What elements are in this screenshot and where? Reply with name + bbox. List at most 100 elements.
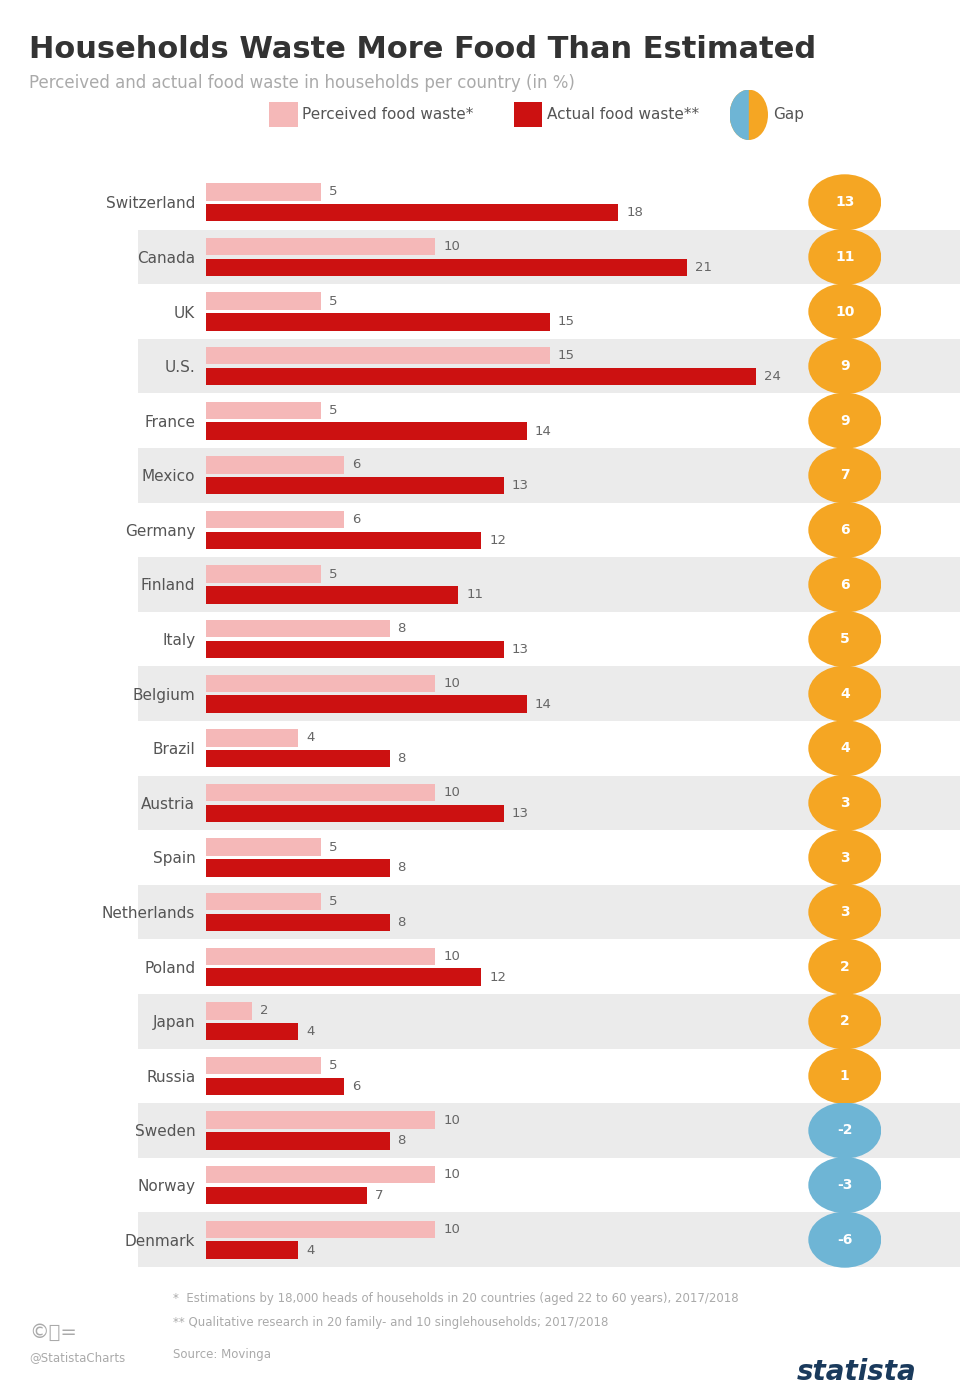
Bar	[206, 948, 435, 965]
Bar	[206, 1133, 390, 1149]
Text: -6: -6	[837, 1232, 852, 1246]
FancyBboxPatch shape	[137, 994, 960, 1049]
Text: 10: 10	[444, 949, 460, 963]
Text: 24: 24	[764, 370, 780, 384]
Text: 7: 7	[840, 469, 850, 483]
FancyBboxPatch shape	[137, 448, 960, 503]
Ellipse shape	[730, 90, 768, 140]
Text: 5: 5	[840, 633, 850, 647]
Bar	[206, 675, 435, 692]
Bar	[206, 238, 435, 255]
Bar	[206, 696, 527, 713]
Text: 4: 4	[306, 731, 314, 745]
Bar	[206, 566, 321, 582]
Text: ©ⓘ=: ©ⓘ=	[29, 1323, 77, 1343]
Bar	[206, 784, 435, 801]
Bar	[206, 839, 321, 855]
Text: 4: 4	[840, 687, 850, 701]
Text: 9: 9	[840, 414, 850, 428]
FancyBboxPatch shape	[137, 557, 960, 612]
Text: 12: 12	[489, 970, 506, 984]
Text: 21: 21	[695, 260, 712, 274]
Text: 6: 6	[840, 524, 850, 538]
Text: 13: 13	[512, 479, 529, 493]
Bar	[206, 532, 481, 549]
Text: 9: 9	[840, 358, 850, 372]
Bar	[206, 204, 618, 221]
Bar	[206, 1057, 321, 1074]
Text: 5: 5	[329, 403, 337, 417]
Text: 13: 13	[835, 196, 854, 210]
Text: 10: 10	[444, 1222, 460, 1236]
Bar	[206, 1112, 435, 1128]
Ellipse shape	[808, 337, 881, 395]
FancyBboxPatch shape	[137, 339, 960, 393]
Bar	[206, 314, 550, 330]
Bar	[206, 1166, 435, 1183]
FancyBboxPatch shape	[137, 503, 960, 557]
Text: 8: 8	[397, 1134, 406, 1148]
Text: 1: 1	[840, 1070, 850, 1084]
FancyBboxPatch shape	[137, 776, 960, 830]
Bar	[206, 729, 298, 746]
Bar	[206, 969, 481, 986]
Bar	[206, 805, 504, 822]
Bar	[206, 368, 756, 385]
Ellipse shape	[808, 885, 881, 941]
Text: 4: 4	[306, 1025, 314, 1039]
Bar	[206, 860, 390, 876]
Bar	[206, 587, 458, 603]
Text: 8: 8	[397, 916, 406, 930]
Bar	[206, 402, 321, 419]
Text: 5: 5	[329, 294, 337, 308]
Text: 5: 5	[329, 840, 337, 854]
Text: 15: 15	[558, 349, 575, 363]
Bar	[206, 347, 550, 364]
Bar	[206, 641, 504, 658]
Text: 8: 8	[397, 622, 406, 636]
Ellipse shape	[808, 994, 881, 1050]
Bar	[206, 1221, 435, 1238]
Ellipse shape	[808, 1156, 881, 1212]
FancyBboxPatch shape	[137, 393, 960, 448]
Bar	[206, 293, 321, 309]
Text: 10: 10	[444, 239, 460, 253]
Bar	[206, 259, 687, 276]
Bar	[206, 1002, 252, 1019]
Text: Actual food waste**: Actual food waste**	[547, 108, 699, 122]
Text: 2: 2	[260, 1004, 269, 1018]
Text: 8: 8	[397, 752, 406, 766]
FancyBboxPatch shape	[137, 1103, 960, 1158]
Ellipse shape	[808, 1103, 881, 1158]
Text: -2: -2	[837, 1123, 852, 1137]
Bar	[206, 1242, 298, 1259]
Text: Households Waste More Food Than Estimated: Households Waste More Food Than Estimate…	[29, 35, 816, 64]
Bar	[206, 423, 527, 440]
Bar	[206, 1187, 367, 1204]
Text: 12: 12	[489, 533, 506, 547]
Text: 14: 14	[535, 697, 552, 711]
FancyBboxPatch shape	[137, 939, 960, 994]
Ellipse shape	[808, 1211, 881, 1268]
Bar	[206, 1078, 344, 1095]
Text: 6: 6	[351, 458, 360, 472]
Bar	[206, 893, 321, 910]
FancyBboxPatch shape	[137, 830, 960, 885]
Ellipse shape	[808, 393, 881, 449]
Text: 5: 5	[329, 567, 337, 581]
Text: Source: Movinga: Source: Movinga	[173, 1348, 271, 1361]
Bar	[206, 183, 321, 200]
Bar	[206, 511, 344, 528]
Ellipse shape	[808, 1047, 881, 1103]
Ellipse shape	[808, 503, 881, 559]
FancyBboxPatch shape	[137, 885, 960, 939]
Bar	[206, 750, 390, 767]
Bar	[206, 620, 390, 637]
Text: 10: 10	[444, 676, 460, 690]
Text: 4: 4	[840, 742, 850, 756]
Text: @StatistaCharts: @StatistaCharts	[29, 1351, 125, 1364]
Text: 5: 5	[329, 185, 337, 199]
Text: 6: 6	[351, 1079, 360, 1093]
Bar	[206, 456, 344, 473]
Ellipse shape	[808, 666, 881, 722]
